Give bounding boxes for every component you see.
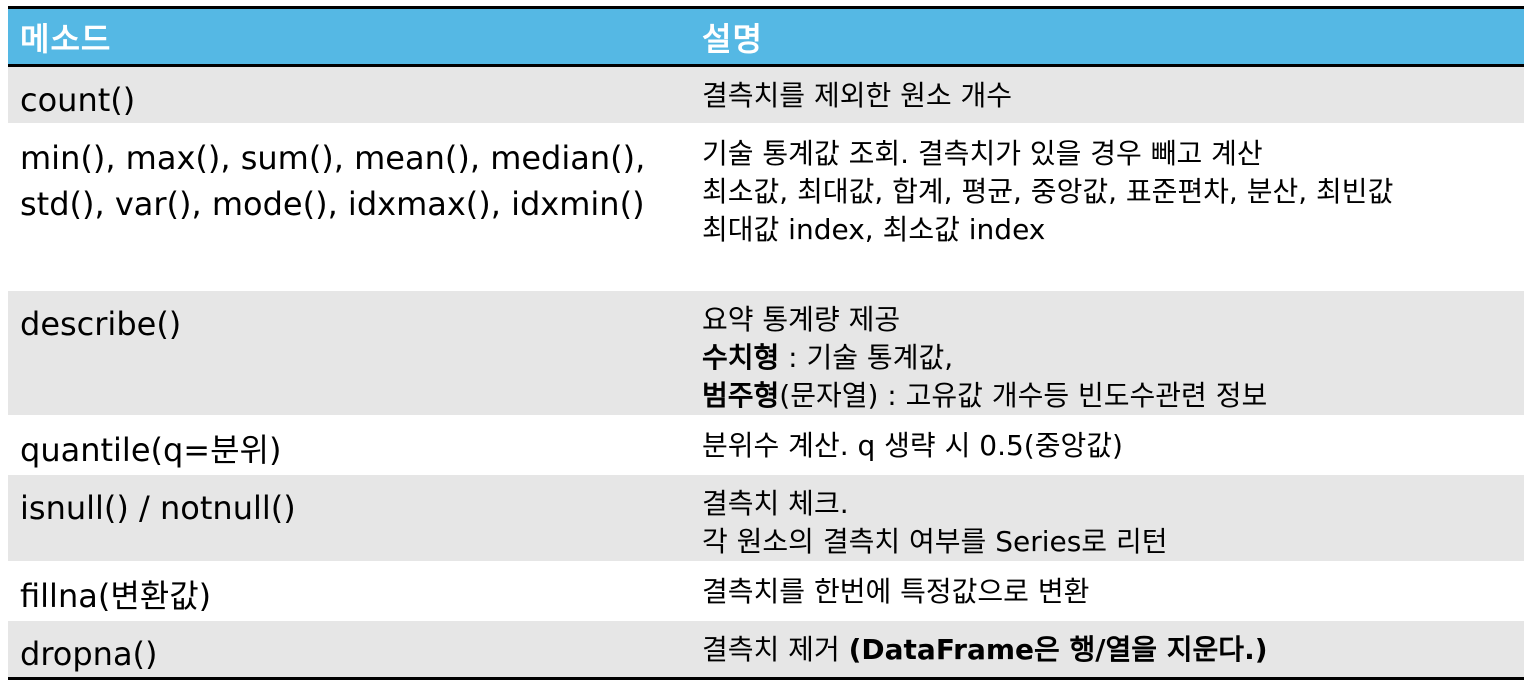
- header-method: 메소드: [8, 6, 686, 67]
- table-row: describe() 요약 통계량 제공 수치형 : 기술 통계값, 범주형(문…: [8, 289, 1524, 416]
- table-row: min(), max(), sum(), mean(), median(), s…: [8, 123, 1524, 290]
- description-cell: 요약 통계량 제공 수치형 : 기술 통계값, 범주형(문자열) : 고유값 개…: [686, 289, 1524, 416]
- numeric-type-text: : 기술 통계값,: [779, 341, 954, 374]
- table-row: isnull() / notnull() 결측치 체크. 각 원소의 결측치 여…: [8, 473, 1524, 562]
- description-text: 결측치를 제외한 원소 개수: [702, 79, 1013, 112]
- description-text: 최소값, 최대값, 합계, 평균, 중앙값, 표준편차, 분산, 최빈값: [702, 175, 1394, 208]
- description-cell: 기술 통계값 조회. 결측치가 있을 경우 빼고 계산 최소값, 최대값, 합계…: [686, 123, 1524, 290]
- table-row: count() 결측치를 제외한 원소 개수: [8, 64, 1524, 124]
- categorical-type-text: (문자열) : 고유값 개수등 빈도수관련 정보: [779, 379, 1268, 412]
- method-cell: fillna(변환값): [8, 561, 686, 620]
- numeric-type-label: 수치형: [702, 341, 780, 374]
- method-table: 메소드 설명 count() 결측치를 제외한 원소 개수: [8, 6, 1524, 680]
- method-text: dropna(): [20, 635, 158, 673]
- description-cell: 결측치 체크. 각 원소의 결측치 여부를 Series로 리턴: [686, 473, 1524, 562]
- categorical-type-label: 범주형: [702, 379, 780, 412]
- description-cell: 분위수 계산. q 생략 시 0.5(중앙값): [686, 415, 1524, 474]
- description-text: 결측치 체크.: [702, 487, 849, 520]
- description-text: 분위수 계산. q 생략 시 0.5(중앙값): [702, 429, 1123, 462]
- description-text: 결측치를 한번에 특정값으로 변환: [702, 575, 1090, 608]
- method-text: quantile(q=분위): [20, 431, 282, 469]
- method-text: count(): [20, 81, 136, 119]
- description-text: 요약 통계량 제공: [702, 303, 901, 336]
- description-categorical-line: 범주형(문자열) : 고유값 개수등 빈도수관련 정보: [702, 377, 1512, 415]
- method-text: isnull() / notnull(): [20, 489, 296, 527]
- method-cell: dropna(): [8, 619, 686, 680]
- description-plain-text: 결측치 제거: [702, 633, 849, 666]
- method-cell: describe(): [8, 289, 686, 416]
- method-cell: quantile(q=분위): [8, 415, 686, 474]
- header-description: 설명: [686, 6, 1524, 67]
- description-text: 각 원소의 결측치 여부를 Series로 리턴: [702, 525, 1168, 558]
- method-text: fillna(변환값): [20, 577, 212, 615]
- method-cell: min(), max(), sum(), mean(), median(), s…: [8, 123, 686, 290]
- description-text: 기술 통계값 조회. 결측치가 있을 경우 빼고 계산: [702, 137, 1263, 170]
- method-text: describe(): [20, 305, 182, 343]
- description-cell: 결측치를 한번에 특정값으로 변환: [686, 561, 1524, 620]
- table-header-row: 메소드 설명: [8, 6, 1524, 67]
- description-cell: 결측치를 제외한 원소 개수: [686, 64, 1524, 124]
- method-cell: isnull() / notnull(): [8, 473, 686, 562]
- description-numeric-line: 수치형 : 기술 통계값,: [702, 339, 1512, 377]
- table-row: dropna() 결측치 제거 (DataFrame은 행/열을 지운다.): [8, 619, 1524, 680]
- description-cell: 결측치 제거 (DataFrame은 행/열을 지운다.): [686, 619, 1524, 680]
- table-row: fillna(변환값) 결측치를 한번에 특정값으로 변환: [8, 561, 1524, 620]
- table-row: quantile(q=분위) 분위수 계산. q 생략 시 0.5(중앙값): [8, 415, 1524, 474]
- method-cell: count(): [8, 64, 686, 124]
- description-text: 결측치 제거 (DataFrame은 행/열을 지운다.): [702, 631, 1512, 669]
- method-text: min(), max(), sum(), mean(), median(),: [20, 139, 646, 177]
- description-text: 최대값 index, 최소값 index: [702, 213, 1046, 246]
- method-text: std(), var(), mode(), idxmax(), idxmin(): [20, 185, 645, 223]
- description-bold-text: (DataFrame은 행/열을 지운다.): [848, 633, 1268, 666]
